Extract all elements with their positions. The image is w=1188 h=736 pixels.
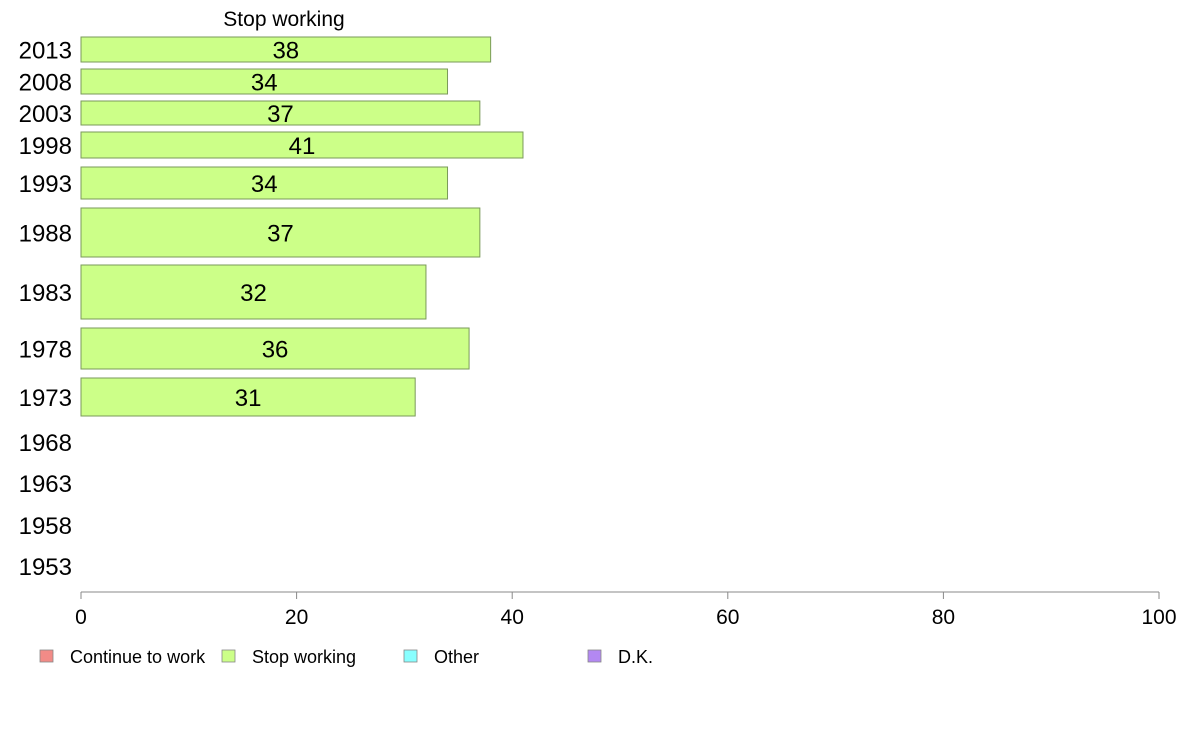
category-label: 1968 xyxy=(19,430,72,457)
category-label: 2008 xyxy=(19,70,72,97)
legend-label: Continue to work xyxy=(70,647,206,667)
category-label: 1963 xyxy=(19,471,72,498)
bar-value-label: 36 xyxy=(262,337,289,364)
bar-value-label: 38 xyxy=(272,38,299,65)
x-tick-label: 40 xyxy=(501,606,524,629)
legend: Continue to work Stop working Other D.K. xyxy=(39,647,653,667)
panel-title: Stop working xyxy=(223,8,344,31)
x-axis: 0 20 40 60 80 100 xyxy=(75,591,1177,629)
legend-label: D.K. xyxy=(618,647,653,667)
category-label: 1993 xyxy=(19,171,72,198)
x-tick-label: 60 xyxy=(716,606,739,629)
bar-value-label: 41 xyxy=(289,133,316,160)
category-labels: 2013 2008 2003 1998 1993 1988 1983 1978 1973 1968… xyxy=(19,38,72,582)
bar-value-label: 34 xyxy=(251,70,278,97)
bar xyxy=(80,166,449,200)
x-tick-label: 20 xyxy=(285,606,308,629)
x-tick-label: 80 xyxy=(932,606,955,629)
category-label: 1958 xyxy=(19,513,72,540)
bar-value-label: 37 xyxy=(267,101,294,128)
bar-value-label: 31 xyxy=(235,385,262,412)
bar-value-label: 37 xyxy=(267,221,294,248)
bar xyxy=(80,377,416,417)
bar xyxy=(80,131,524,159)
legend-label: Other xyxy=(434,647,479,667)
legend-swatch xyxy=(221,649,236,663)
bar-value-label: 34 xyxy=(251,171,278,198)
category-label: 1998 xyxy=(19,133,72,160)
legend-swatch xyxy=(587,649,602,663)
bar xyxy=(80,68,449,95)
bar xyxy=(80,264,427,320)
legend-swatch xyxy=(403,649,418,663)
bar xyxy=(80,327,470,370)
category-label: 1973 xyxy=(19,385,72,412)
category-label: 1978 xyxy=(19,337,72,364)
category-label: 2013 xyxy=(19,38,72,65)
category-label: 2003 xyxy=(19,101,72,128)
legend-swatch xyxy=(39,649,54,663)
bar xyxy=(80,36,492,63)
bar-value-label: 32 xyxy=(240,280,267,307)
category-label: 1988 xyxy=(19,221,72,248)
legend-label: Stop working xyxy=(252,647,356,667)
x-tick-label: 0 xyxy=(75,606,87,629)
x-tick-label: 100 xyxy=(1141,606,1176,629)
category-label: 1953 xyxy=(19,554,72,581)
bar xyxy=(80,100,481,126)
category-label: 1983 xyxy=(19,280,72,307)
bar xyxy=(80,207,481,258)
